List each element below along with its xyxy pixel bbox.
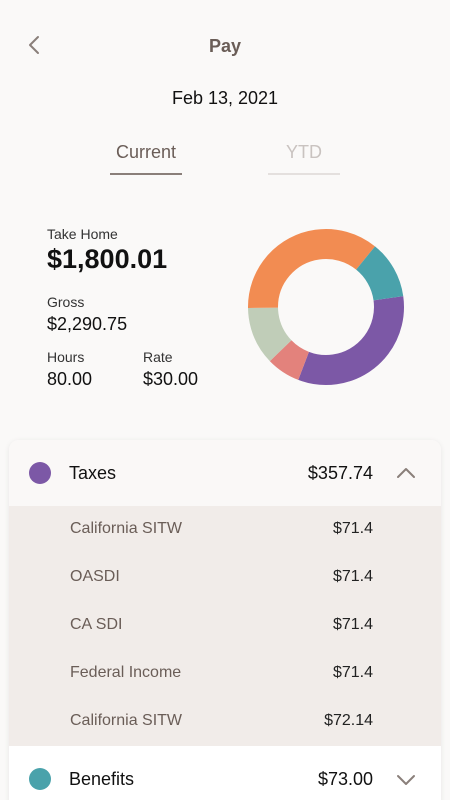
taxes-items: California SITW $71.4 OASDI $71.4 CA SDI…	[9, 506, 441, 746]
tax-item-name: CA SDI	[70, 616, 123, 633]
hours-value: 80.00	[47, 369, 93, 389]
taxes-row[interactable]: Taxes $357.74	[9, 440, 441, 506]
benefits-label: Benefits	[69, 769, 135, 789]
take-home-summary: Take Home $1,800.01	[47, 226, 167, 275]
tax-item-amount: $71.4	[332, 520, 373, 537]
pay-breakdown-donut	[248, 229, 404, 385]
gross-value: $2,290.75	[47, 314, 128, 334]
period-tabs: Current YTD	[0, 142, 450, 178]
back-button[interactable]	[22, 33, 46, 57]
list-item: Federal Income $71.4	[9, 650, 441, 698]
tab-ytd[interactable]: YTD	[268, 142, 340, 175]
benefits-color-dot	[29, 768, 51, 790]
tab-current[interactable]: Current	[110, 142, 182, 175]
taxes-color-dot	[29, 462, 51, 484]
hours-label: Hours	[47, 349, 85, 365]
take-home-value: $1,800.01	[47, 244, 168, 274]
list-item: California SITW $71.4	[9, 506, 441, 554]
taxes-amount: $357.74	[307, 463, 373, 483]
chevron-up-icon[interactable]	[395, 462, 417, 484]
donut-segment-4	[248, 229, 404, 385]
benefits-amount: $73.00	[317, 769, 373, 789]
rate-value: $30.00	[143, 369, 199, 389]
tax-item-amount: $72.14	[324, 712, 373, 729]
gross-label: Gross	[47, 294, 85, 310]
breakdown-card: Taxes $357.74 California SITW $71.4 OASD…	[9, 440, 441, 800]
rate-label: Rate	[143, 349, 173, 365]
tax-item-name: OASDI	[70, 568, 120, 585]
tax-item-amount: $71.4	[332, 664, 373, 681]
donut-segment-3	[248, 229, 404, 385]
taxes-label: Taxes	[69, 463, 117, 483]
list-item: California SITW $72.14	[9, 698, 441, 746]
list-item: CA SDI $71.4	[9, 602, 441, 650]
tax-item-amount: $71.4	[332, 568, 373, 585]
tax-item-name: Federal Income	[70, 664, 182, 681]
take-home-label: Take Home	[47, 226, 118, 242]
pay-date: Feb 13, 2021	[171, 88, 279, 108]
chevron-down-icon[interactable]	[395, 768, 417, 790]
benefits-row[interactable]: Benefits $73.00	[9, 746, 441, 800]
tax-item-name: California SITW	[70, 712, 183, 729]
chevron-left-icon	[29, 36, 39, 54]
tax-item-amount: $71.4	[332, 616, 373, 633]
tax-item-name: California SITW	[70, 520, 183, 537]
donut-segment-2	[248, 229, 404, 385]
list-item: OASDI $71.4	[9, 554, 441, 602]
page-title: Pay	[208, 36, 242, 56]
